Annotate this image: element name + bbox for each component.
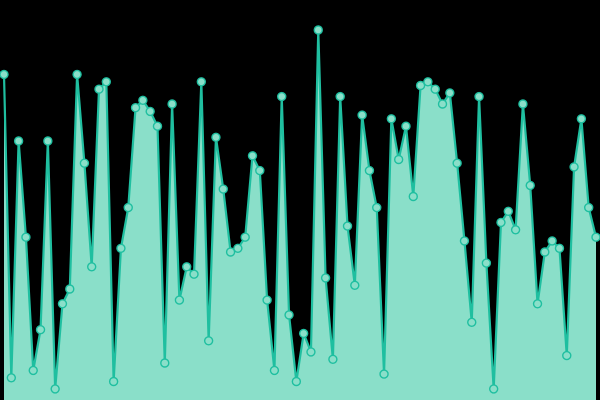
data-point-marker [364, 165, 375, 176]
data-point-marker [277, 91, 287, 102]
data-point-marker [203, 336, 214, 346]
data-point-marker [342, 221, 353, 231]
data-point-marker [357, 110, 367, 120]
data-point-marker [423, 77, 433, 87]
data-point-markers [0, 25, 600, 394]
data-point-marker [372, 202, 382, 213]
data-point-marker [401, 121, 411, 131]
data-point-marker [225, 247, 236, 257]
data-point-marker [182, 262, 192, 272]
data-point-marker [532, 299, 543, 309]
data-point-marker [496, 217, 506, 228]
data-point-marker [196, 77, 207, 87]
data-point-marker [437, 99, 448, 109]
data-point-marker [108, 376, 119, 387]
data-point-marker [86, 262, 97, 272]
data-point-marker [145, 106, 155, 117]
data-point-marker [13, 136, 24, 146]
data-point-marker [6, 373, 17, 383]
data-point-marker [591, 232, 600, 242]
data-point-marker [262, 295, 272, 305]
data-point-marker [459, 236, 470, 246]
data-point-marker [562, 350, 572, 361]
data-point-marker [510, 225, 521, 235]
data-point-marker [65, 284, 75, 294]
data-point-marker [335, 91, 345, 102]
data-point-marker [452, 158, 462, 168]
data-point-marker [255, 165, 265, 176]
area-line-path [2, 28, 598, 390]
data-point-marker [379, 369, 389, 379]
data-point-marker [430, 84, 440, 94]
data-point-marker [474, 91, 484, 102]
data-point-marker [240, 232, 250, 242]
data-point-marker [123, 202, 133, 213]
data-point-marker [393, 154, 404, 165]
area-fill-path [4, 30, 596, 400]
data-point-marker [547, 236, 557, 246]
data-point-marker [35, 325, 46, 335]
data-point-marker [576, 114, 587, 124]
data-point-marker [284, 310, 294, 320]
data-point-marker [21, 232, 31, 242]
data-point-marker [313, 25, 323, 35]
data-point-marker [233, 243, 243, 254]
data-point-marker [0, 69, 9, 80]
data-point-marker [408, 191, 418, 202]
data-point-marker [583, 202, 594, 213]
data-point-marker [386, 114, 397, 124]
data-point-marker [554, 243, 565, 254]
data-point-marker [569, 162, 579, 172]
data-point-marker [467, 317, 477, 327]
data-point-marker [50, 384, 60, 394]
data-point-marker [152, 121, 163, 131]
data-point-marker [94, 84, 104, 94]
data-point-marker [160, 358, 170, 368]
data-point-marker [72, 69, 82, 80]
data-point-marker [43, 136, 53, 146]
data-point-marker [306, 347, 316, 357]
data-point-marker [540, 247, 550, 257]
data-point-marker [189, 269, 199, 279]
data-point-marker [174, 295, 185, 305]
data-point-marker [525, 180, 535, 191]
data-point-marker [488, 384, 499, 394]
data-point-marker [269, 365, 280, 376]
data-point-marker [298, 328, 309, 339]
chart-plot-area [0, 25, 600, 400]
data-point-marker [130, 102, 141, 113]
data-point-marker [247, 151, 258, 161]
data-point-marker [116, 243, 126, 254]
data-point-marker [218, 184, 228, 194]
data-point-marker [503, 206, 513, 217]
data-point-marker [415, 80, 426, 91]
data-point-marker [481, 258, 492, 268]
data-point-marker [291, 376, 302, 387]
data-point-marker [320, 273, 331, 283]
data-point-marker [138, 95, 148, 106]
data-point-marker [79, 158, 90, 168]
data-point-marker [350, 280, 360, 290]
data-point-marker [101, 77, 112, 87]
data-point-marker [445, 88, 455, 98]
data-point-marker [57, 299, 68, 309]
data-point-marker [28, 365, 38, 376]
data-point-marker [211, 132, 221, 143]
data-point-marker [167, 99, 177, 109]
data-point-marker [518, 99, 528, 109]
data-point-marker [328, 354, 338, 364]
